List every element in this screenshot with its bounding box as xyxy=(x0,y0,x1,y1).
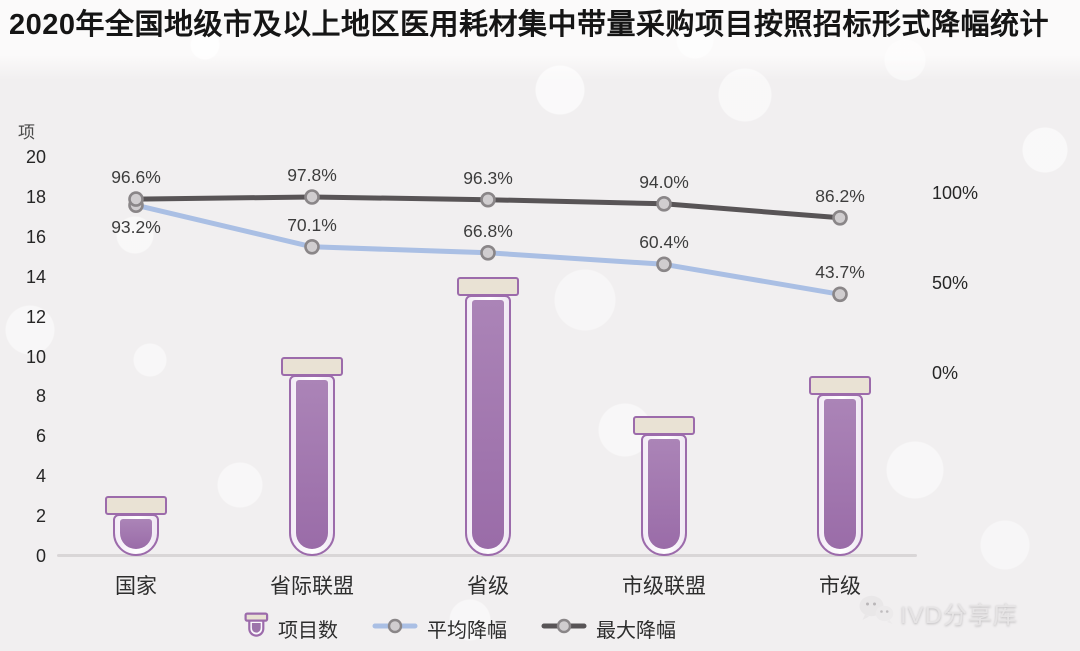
line-point-marker xyxy=(656,256,672,273)
category-label-3: 省级 xyxy=(467,575,509,598)
legend-item-项目数: 项目数 xyxy=(244,612,338,645)
line-point-marker xyxy=(656,196,672,212)
category-label-1: 国家 xyxy=(115,575,157,598)
category-label-5: 市级 xyxy=(819,575,861,598)
legend-label: 平均降幅 xyxy=(427,620,507,642)
line-point-marker xyxy=(480,245,496,261)
wechat-icon xyxy=(858,594,894,631)
data-label-最大降幅-1: 96.6% xyxy=(111,167,161,188)
right-axis-tick-label: 0% xyxy=(932,363,959,383)
data-label-平均降幅-1: 93.2% xyxy=(111,217,161,238)
data-label-最大降幅-2: 97.8% xyxy=(287,164,337,185)
line-point-marker xyxy=(304,189,320,205)
line-point-marker xyxy=(832,210,848,226)
tube-bar xyxy=(289,374,335,556)
legend-label: 项目数 xyxy=(278,620,338,642)
left-axis-tick-label: 8 xyxy=(35,386,46,407)
tube-bar xyxy=(113,514,159,556)
chart-legend: 项目数 平均降幅 最大降幅 xyxy=(0,612,920,645)
tube-bar-fill xyxy=(296,379,328,549)
line-point-marker xyxy=(480,191,496,208)
data-label-平均降幅-3: 66.8% xyxy=(463,220,513,241)
line-point-marker xyxy=(832,286,848,303)
left-axis-tick-label: 20 xyxy=(25,147,46,167)
tube-bar-fill xyxy=(824,399,856,549)
watermark: IVD分享库 xyxy=(858,594,1018,631)
tube-bar xyxy=(817,394,863,556)
left-axis-tick-label: 10 xyxy=(25,346,46,367)
tube-bar-fill xyxy=(120,519,152,549)
right-axis-tick-label: 100% xyxy=(932,183,979,203)
tube-bar xyxy=(641,434,687,556)
tube-bar-cap xyxy=(457,276,519,296)
category-label-4: 市级联盟 xyxy=(622,575,706,598)
line-marker-icon xyxy=(541,617,587,640)
left-axis-tick-label: 6 xyxy=(35,426,46,447)
watermark-text: IVD分享库 xyxy=(900,602,1019,629)
left-axis-tick-label: 14 xyxy=(25,266,46,287)
legend-item-平均降幅: 平均降幅 xyxy=(372,614,507,643)
left-axis-tick-label: 16 xyxy=(25,226,46,247)
data-label-最大降幅-3: 96.3% xyxy=(463,167,513,188)
legend-item-最大降幅: 最大降幅 xyxy=(541,614,676,643)
legend-label: 最大降幅 xyxy=(596,620,676,642)
tube-bar xyxy=(465,294,511,556)
line-marker-icon xyxy=(372,617,418,640)
tube-bar-cap xyxy=(633,416,695,436)
line-point-marker xyxy=(304,239,320,255)
tube-bar-cap xyxy=(281,356,343,376)
left-axis-tick-label: 2 xyxy=(35,506,46,527)
chart-title: 2020年全国地级市及以上地区医用耗材集中带量采购项目按照招标形式降幅统计 xyxy=(9,9,1050,41)
category-label-2: 省际联盟 xyxy=(270,575,354,598)
tube-bar-cap xyxy=(809,376,871,396)
right-axis-tick-label: 50% xyxy=(932,273,969,293)
tube-bar-fill xyxy=(472,299,504,549)
tube-bar-cap xyxy=(105,496,167,516)
tube-bar-fill xyxy=(648,439,680,549)
left-axis-unit-label: 项 xyxy=(18,123,35,142)
left-axis-tick-label: 4 xyxy=(35,466,46,487)
left-axis-tick-label: 18 xyxy=(25,186,46,207)
data-label-最大降幅-5: 86.2% xyxy=(815,185,865,206)
data-label-平均降幅-2: 70.1% xyxy=(287,214,337,235)
line-point-marker xyxy=(128,191,144,207)
data-label-最大降幅-4: 94.0% xyxy=(639,171,689,192)
tube-icon xyxy=(244,612,269,645)
data-label-平均降幅-4: 60.4% xyxy=(639,232,689,253)
left-axis-tick-label: 0 xyxy=(35,546,46,566)
data-label-平均降幅-5: 43.7% xyxy=(815,262,865,283)
left-axis-tick-label: 12 xyxy=(25,306,46,327)
